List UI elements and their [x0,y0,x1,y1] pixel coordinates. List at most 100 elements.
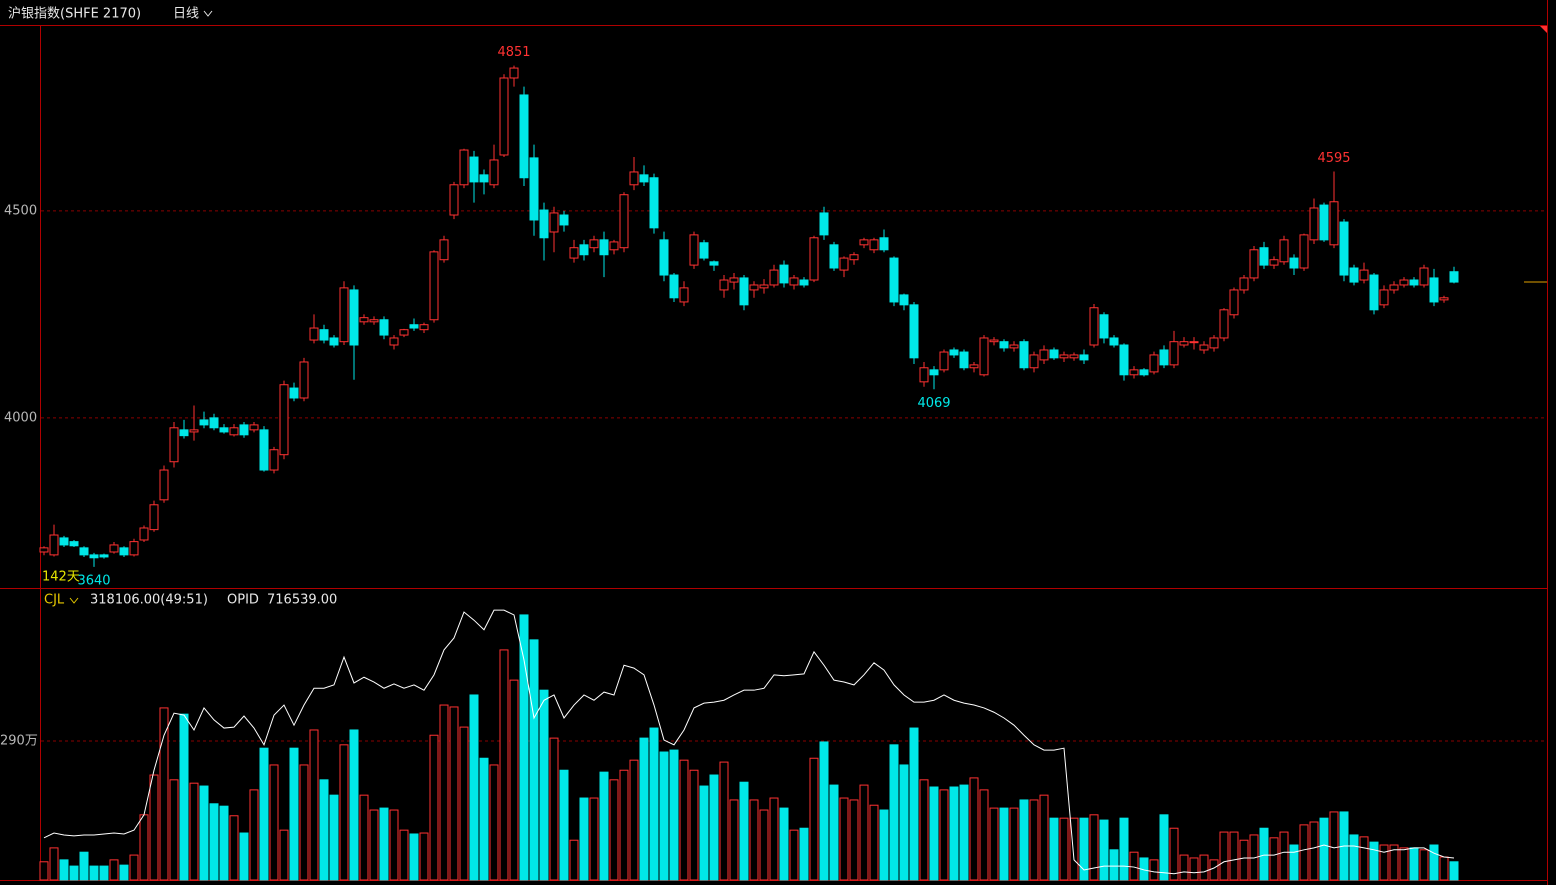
candle-body [1139,369,1149,376]
y-tick-label: 4500 [4,203,37,218]
candle-body [579,244,589,256]
candle-body [199,419,209,426]
volume-bar [499,649,509,881]
volume-bar [299,764,309,881]
high-label: 4595 [1317,151,1350,166]
candle-body [1429,277,1439,303]
candle-body [349,289,359,346]
volume-bar [1019,799,1029,881]
volume-bar [1449,861,1459,881]
volume-bar [199,785,209,881]
volume-bar [1279,831,1289,881]
volume-bar [429,734,439,881]
candle-body [969,364,979,369]
volume-bar [659,751,669,881]
candle-body [1179,341,1189,346]
volume-bar [109,859,119,881]
volume-bar [209,803,219,881]
volume-bar [749,799,759,881]
volume-bar [259,747,269,881]
candle-body [229,427,239,436]
candle-body [129,541,139,556]
period-chevron[interactable] [203,10,213,17]
volume-bar [1229,831,1239,881]
volume-bar [1109,849,1119,881]
volume-bar [39,861,49,881]
candle-body [689,234,699,266]
candle-body [679,287,689,303]
volume-bar [1349,834,1359,881]
volume-bar [889,744,899,881]
candle-body [1339,221,1349,276]
volume-bar [1419,849,1429,881]
volume-bar [489,764,499,881]
volume-bar [1029,799,1039,881]
candle-body [1279,239,1289,263]
high-label: 4851 [497,45,530,60]
volume-bar [899,764,909,881]
volume-bar [369,809,379,881]
candle-body [479,174,489,183]
candle-body [869,239,879,251]
candle-body [819,212,829,236]
volume-bar [279,829,289,881]
candle-body [899,294,909,306]
volume-bar [1119,817,1129,881]
volume-bar [769,797,779,881]
volume-bar [309,729,319,881]
candle-body [399,329,409,336]
candle-body [369,319,379,323]
candle-body [989,339,999,343]
candle-body [1269,259,1279,266]
candle-body [829,244,839,269]
volume-bar [579,797,589,881]
candle-body [509,67,519,79]
volume-bar [869,804,879,881]
candle-body [459,149,469,186]
volume-bar [79,851,89,881]
candle-body [1209,337,1219,349]
volume-bar [589,797,599,881]
candle-body [159,469,169,501]
volume-bar [829,784,839,881]
volume-bar [1319,817,1329,881]
candle-body [489,159,499,186]
volume-bar [689,769,699,881]
volume-bar [549,737,559,881]
indicator-name[interactable]: CJL [44,593,65,608]
volume-bar [1189,857,1199,881]
candle-body [749,284,759,291]
instrument-title: 沪银指数(SHFE 2170) [8,6,141,22]
volume-bar [399,829,409,881]
volume-bar [439,704,449,881]
candle-body [849,254,859,261]
candle-body [789,277,799,286]
candle-body [619,194,629,249]
candle-body [1359,269,1369,281]
candle-body [1079,354,1089,361]
indicator-chevron[interactable] [69,597,79,604]
candle-body [389,337,399,346]
candle-body [539,209,549,239]
candle-body [1399,279,1409,286]
candle-body [919,367,929,383]
candle-body [709,261,719,266]
candle-body [329,337,339,346]
candle-body [179,429,189,437]
volume-bar [959,784,969,881]
candle-body [359,317,369,323]
candle-body [49,534,59,556]
candle-body [279,384,289,456]
candle-body [499,77,509,156]
period-selector[interactable]: 日线 [173,7,199,22]
candle-body [939,351,949,371]
candle-body [149,504,159,531]
candle-body [379,319,389,336]
candle-body [889,257,899,303]
volume-bar [1379,844,1389,881]
volume-bar [359,794,369,881]
volume-bar [99,865,109,881]
volume-bar [129,854,139,881]
candle-body [259,429,269,471]
